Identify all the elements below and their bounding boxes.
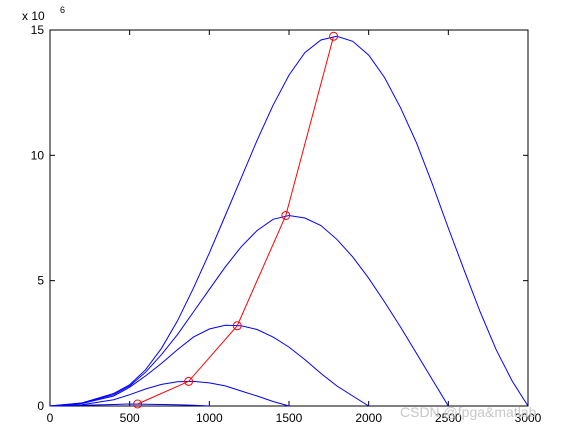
- series-line-4: [49, 214, 449, 407]
- x-tick-label: 3000: [515, 411, 542, 425]
- peak-marker: [329, 31, 339, 41]
- peak-marker: [232, 321, 242, 331]
- peak-marker: [281, 210, 291, 220]
- series-layer: [49, 31, 529, 409]
- series-line-6: [137, 36, 335, 405]
- peak-marker: [133, 399, 143, 409]
- x-tick-label: 2500: [435, 411, 462, 425]
- series-line-3: [49, 324, 369, 407]
- y-tick-label: 10: [31, 148, 45, 162]
- series-line-5: [49, 35, 529, 407]
- y-tick-label: 0: [37, 399, 44, 413]
- x-tick-label: 1500: [276, 411, 303, 425]
- y-exponent-label: x 10: [22, 9, 45, 23]
- series-line-2: [49, 380, 290, 407]
- x-tick-label: 0: [47, 411, 54, 425]
- watermark: CSDN @fpga&matlab: [400, 404, 537, 420]
- axis-ticks: 0 500 1000 1500 2000 2500 3000 0 5 10 15: [31, 23, 542, 425]
- x-tick-label: 2000: [355, 411, 382, 425]
- y-tick-label: 5: [37, 274, 44, 288]
- x-tick-label: 1000: [196, 411, 223, 425]
- y-exponent-power: 6: [60, 5, 65, 15]
- series-line-1: [49, 403, 210, 407]
- x-tick-label: 500: [120, 411, 140, 425]
- y-tick-label: 15: [31, 23, 45, 37]
- peak-marker: [184, 376, 194, 386]
